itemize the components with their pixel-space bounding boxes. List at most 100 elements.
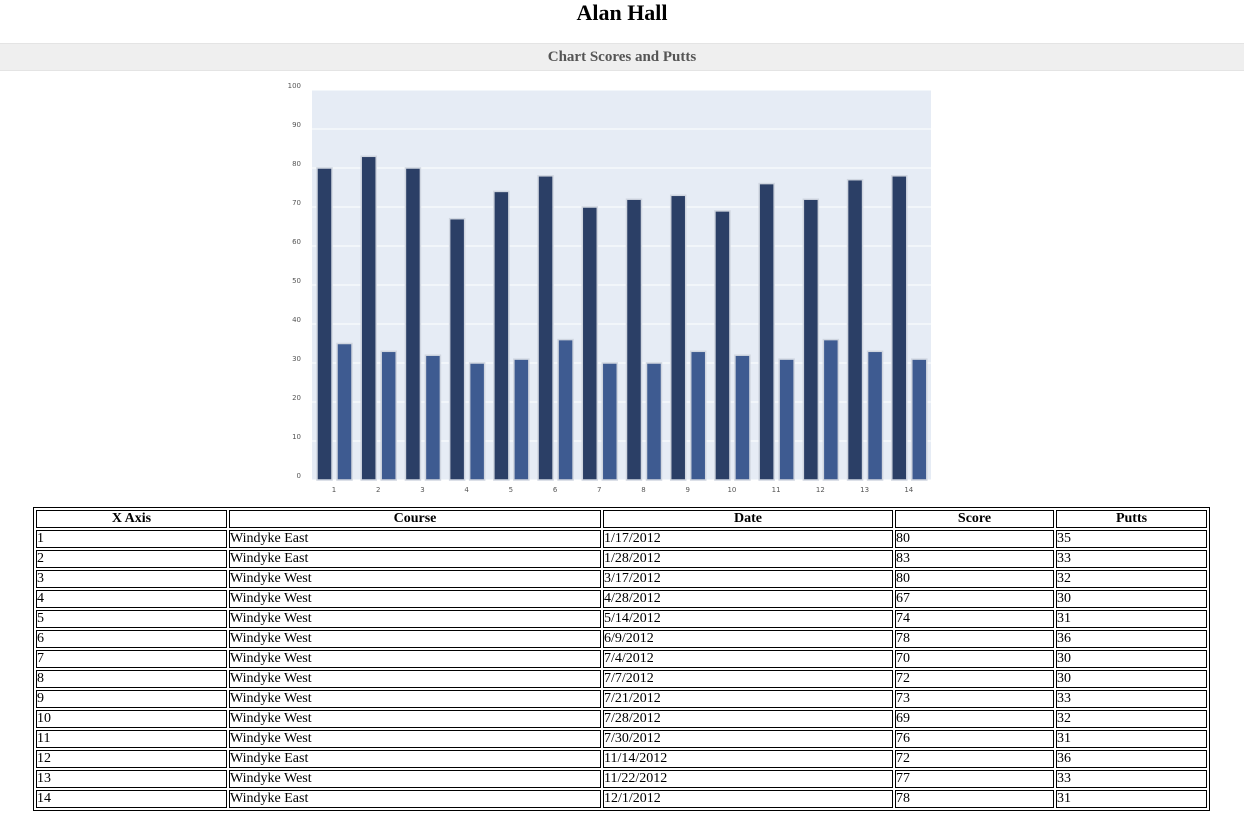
score-bar bbox=[846, 178, 864, 481]
table-cell-x-axis: 8 bbox=[36, 670, 227, 688]
table-cell-putts: 30 bbox=[1056, 590, 1207, 608]
score-bar bbox=[669, 194, 687, 481]
y-tick-label: 10 bbox=[292, 433, 301, 441]
y-tick-label: 40 bbox=[292, 316, 301, 324]
table-cell-date: 4/28/2012 bbox=[603, 590, 893, 608]
scores-table: X Axis Course Date Score Putts 1 Windyke … bbox=[33, 507, 1210, 811]
score-bar bbox=[581, 206, 599, 481]
table-cell-course: Windyke West bbox=[229, 710, 601, 728]
table-row: 10 Windyke West 7/28/2012 69 32 bbox=[36, 710, 1207, 728]
x-tick-label: 14 bbox=[904, 486, 913, 494]
x-tick-label: 9 bbox=[685, 486, 689, 494]
table-row: 4 Windyke West 4/28/2012 67 30 bbox=[36, 590, 1207, 608]
table-header-row: X Axis Course Date Score Putts bbox=[36, 510, 1207, 528]
table-cell-score: 73 bbox=[895, 690, 1054, 708]
y-tick-label: 90 bbox=[292, 121, 301, 129]
table-cell-putts: 32 bbox=[1056, 710, 1207, 728]
table-cell-date: 7/4/2012 bbox=[603, 650, 893, 668]
table-cell-x-axis: 9 bbox=[36, 690, 227, 708]
table-cell-date: 7/30/2012 bbox=[603, 730, 893, 748]
table-cell-score: 72 bbox=[895, 670, 1054, 688]
putts-bar bbox=[645, 362, 663, 481]
table-row: 7 Windyke West 7/4/2012 70 30 bbox=[36, 650, 1207, 668]
putts-bar bbox=[778, 358, 795, 481]
y-tick-label: 60 bbox=[292, 238, 301, 246]
column-header-x-axis: X Axis bbox=[36, 510, 227, 528]
score-bar bbox=[316, 167, 333, 481]
table-row: 3 Windyke West 3/17/2012 80 32 bbox=[36, 570, 1207, 588]
y-tick-label: 70 bbox=[292, 199, 301, 207]
x-tick-label: 13 bbox=[860, 486, 869, 494]
table-cell-putts: 31 bbox=[1056, 790, 1207, 808]
table-cell-putts: 36 bbox=[1056, 630, 1207, 648]
x-tick-label: 11 bbox=[772, 486, 781, 494]
table-cell-date: 3/17/2012 bbox=[603, 570, 893, 588]
table-cell-course: Windyke West bbox=[229, 610, 601, 628]
table-row: 9 Windyke West 7/21/2012 73 33 bbox=[36, 690, 1207, 708]
score-bar bbox=[537, 175, 554, 481]
table-cell-score: 69 bbox=[895, 710, 1054, 728]
table-cell-putts: 36 bbox=[1056, 750, 1207, 768]
table-cell-date: 12/1/2012 bbox=[603, 790, 893, 808]
table-cell-score: 70 bbox=[895, 650, 1054, 668]
table-cell-course: Windyke West bbox=[229, 650, 601, 668]
table-row: 12 Windyke East 11/14/2012 72 36 bbox=[36, 750, 1207, 768]
score-bar bbox=[625, 198, 643, 481]
table-cell-course: Windyke East bbox=[229, 750, 601, 768]
score-bar bbox=[802, 198, 820, 481]
column-header-course: Course bbox=[229, 510, 601, 528]
table-cell-course: Windyke West bbox=[229, 770, 601, 788]
table-cell-x-axis: 3 bbox=[36, 570, 227, 588]
table-cell-score: 77 bbox=[895, 770, 1054, 788]
table-cell-date: 5/14/2012 bbox=[603, 610, 893, 628]
table-cell-score: 80 bbox=[895, 570, 1054, 588]
table-cell-course: Windyke West bbox=[229, 590, 601, 608]
table-cell-putts: 30 bbox=[1056, 670, 1207, 688]
y-tick-label: 0 bbox=[297, 472, 301, 480]
table-cell-date: 6/9/2012 bbox=[603, 630, 893, 648]
table-cell-score: 78 bbox=[895, 630, 1054, 648]
x-tick-label: 3 bbox=[420, 486, 424, 494]
scores-putts-chart: 0 10 20 30 40 50 60 70 80 90 100 1 2 3 4 5 6 7 8 9 10 11 12 13 1… bbox=[288, 82, 931, 494]
table-cell-course: Windyke West bbox=[229, 570, 601, 588]
y-tick-label: 100 bbox=[288, 82, 301, 90]
table-cell-score: 76 bbox=[895, 730, 1054, 748]
table-cell-score: 74 bbox=[895, 610, 1054, 628]
table-row: 8 Windyke West 7/7/2012 72 30 bbox=[36, 670, 1207, 688]
x-tick-label: 12 bbox=[816, 486, 825, 494]
table-row: 1 Windyke East 1/17/2012 80 35 bbox=[36, 530, 1207, 548]
putts-bar bbox=[336, 342, 353, 481]
y-tick-label: 30 bbox=[292, 355, 301, 363]
putts-bar bbox=[866, 350, 884, 481]
table-cell-score: 78 bbox=[895, 790, 1054, 808]
table-cell-course: Windyke West bbox=[229, 730, 601, 748]
table-cell-course: Windyke West bbox=[229, 670, 601, 688]
table-cell-date: 11/22/2012 bbox=[603, 770, 893, 788]
table-cell-course: Windyke West bbox=[229, 690, 601, 708]
table-row: 6 Windyke West 6/9/2012 78 36 bbox=[36, 630, 1207, 648]
putts-bar bbox=[468, 362, 486, 481]
x-tick-label: 8 bbox=[641, 486, 645, 494]
table-row: 13 Windyke West 11/22/2012 77 33 bbox=[36, 770, 1207, 788]
table-cell-x-axis: 13 bbox=[36, 770, 227, 788]
table-cell-x-axis: 4 bbox=[36, 590, 227, 608]
table-cell-putts: 31 bbox=[1056, 610, 1207, 628]
putts-bar bbox=[822, 338, 840, 481]
table-cell-score: 80 bbox=[895, 530, 1054, 548]
table-row: 2 Windyke East 1/28/2012 83 33 bbox=[36, 550, 1207, 568]
player-name-title: Alan Hall bbox=[576, 0, 668, 25]
putts-bar bbox=[424, 354, 442, 481]
table-cell-x-axis: 5 bbox=[36, 610, 227, 628]
table-cell-date: 7/21/2012 bbox=[603, 690, 893, 708]
table-cell-putts: 35 bbox=[1056, 530, 1207, 548]
table-cell-score: 67 bbox=[895, 590, 1054, 608]
table-cell-putts: 31 bbox=[1056, 730, 1207, 748]
table-cell-course: Windyke East bbox=[229, 790, 601, 808]
score-bar bbox=[758, 182, 775, 481]
table-cell-course: Windyke East bbox=[229, 530, 601, 548]
score-bar bbox=[714, 210, 731, 481]
putts-bar bbox=[557, 338, 574, 481]
table-cell-x-axis: 11 bbox=[36, 730, 227, 748]
table-cell-course: Windyke East bbox=[229, 550, 601, 568]
